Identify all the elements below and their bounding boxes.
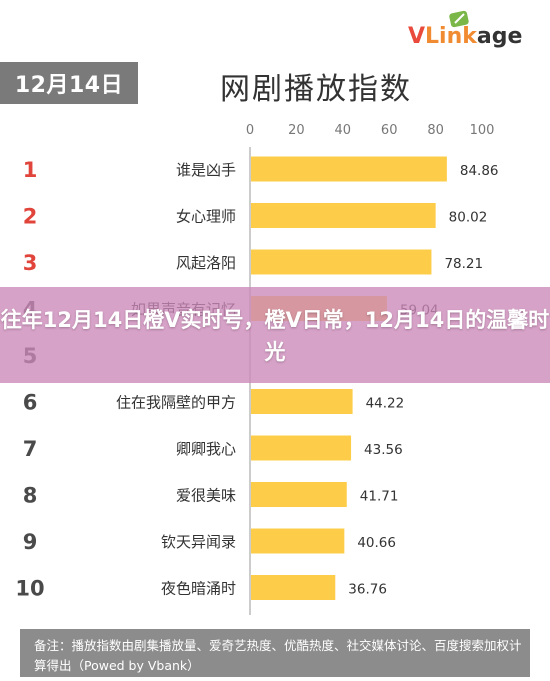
date-badge: 12月14日	[0, 62, 138, 104]
category-label: 爱很美味	[176, 487, 236, 505]
value-label: 44.22	[366, 396, 405, 412]
category-label: 住在我隔壁的甲方	[116, 394, 236, 412]
x-tick-label: 40	[335, 123, 352, 138]
value-label: 84.86	[460, 163, 499, 179]
x-tick-label: 100	[470, 123, 495, 138]
value-label: 41.71	[360, 489, 399, 505]
value-label: 40.66	[357, 535, 396, 551]
rank-label: 6	[23, 391, 38, 415]
logo-text-v: V	[408, 24, 426, 49]
rank-label: 2	[23, 205, 38, 229]
category-label: 钦天异闻录	[161, 533, 236, 551]
footnote-box	[20, 629, 530, 677]
rank-label: 9	[23, 530, 38, 554]
logo-text-age: age	[476, 24, 523, 49]
value-label: 43.56	[364, 442, 403, 458]
bar	[251, 528, 345, 554]
rank-label: 1	[23, 158, 38, 182]
logo-text-link: Link	[425, 24, 477, 49]
x-tick-label: 80	[427, 123, 444, 138]
value-label: 36.76	[348, 582, 387, 598]
bar	[251, 389, 353, 414]
logo-text: VLinkage	[408, 24, 522, 49]
vlinkage-logo: VLinkage	[408, 8, 534, 52]
category-label: 女心理师	[176, 208, 236, 226]
rank-label: 8	[23, 484, 38, 508]
leaf-icon	[449, 10, 469, 28]
overlay-band	[0, 287, 550, 383]
bar	[251, 482, 347, 507]
x-tick-label: 20	[288, 123, 305, 138]
category-label: 卿卿我心	[176, 440, 236, 458]
bar	[251, 203, 436, 228]
bar	[251, 156, 447, 182]
overlay-title: 往年12月14日橙V实时号，橙V日常，12月14日的温馨时光	[0, 308, 550, 364]
chart-title: 网剧播放指数	[220, 72, 412, 107]
bar	[251, 575, 336, 600]
value-label: 80.02	[449, 210, 488, 226]
rank-label: 3	[23, 251, 38, 275]
value-label: 78.21	[444, 256, 483, 272]
category-label: 夜色暗涌时	[161, 580, 236, 598]
rank-label: 10	[15, 577, 44, 601]
x-tick-label: 60	[381, 123, 398, 138]
footnote-text: 备注：播放指数由剧集播放量、爱奇艺热度、优酷热度、社交媒体讨论、百度搜索加权计算…	[34, 638, 522, 673]
rank-label: 7	[23, 437, 38, 461]
bar	[251, 435, 352, 461]
bar	[251, 249, 432, 275]
category-label: 风起洛阳	[176, 254, 236, 272]
category-label: 谁是凶手	[176, 161, 236, 179]
x-tick-label: 0	[246, 123, 254, 138]
